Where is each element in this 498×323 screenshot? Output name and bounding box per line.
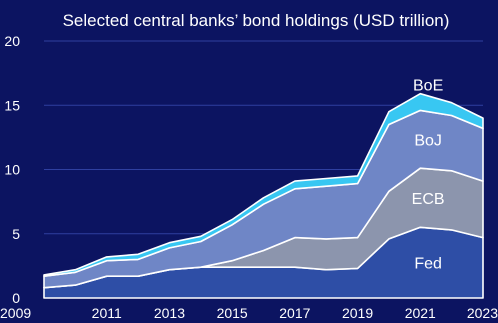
x-tick-label-0: 2009	[0, 305, 31, 321]
x-tick-label-5: 2019	[342, 305, 373, 321]
x-tick-label-6: 2021	[405, 305, 436, 321]
y-tick-label-0: 0	[12, 290, 20, 306]
x-tick-label-1: 2011	[92, 305, 122, 321]
x-axis-ticks: 2009 2011 2013 2015 2017 2019 2021 2023	[0, 305, 498, 321]
y-tick-label-1: 5	[12, 226, 20, 242]
x-tick-label-3: 2015	[217, 305, 248, 321]
x-tick-label-7: 2023	[467, 305, 498, 321]
x-tick-label-4: 2017	[279, 305, 310, 321]
series-labels: Fed ECB BoJ BoE	[412, 78, 445, 273]
series-label-ecb: ECB	[412, 191, 445, 208]
chart-title: Selected central banks’ bond holdings (U…	[63, 11, 450, 30]
series-label-boe: BoE	[413, 78, 443, 95]
x-tick-label-2: 2013	[154, 305, 185, 321]
series-label-fed: Fed	[414, 256, 442, 273]
series-label-boj: BoJ	[414, 132, 442, 149]
y-tick-label-4: 20	[4, 33, 20, 49]
area-boe	[43, 92, 484, 277]
y-tick-label-2: 10	[4, 162, 20, 178]
y-tick-label-3: 15	[4, 97, 20, 113]
y-axis-ticks: 0 5 10 15 20	[4, 33, 20, 306]
area-series	[43, 92, 484, 299]
